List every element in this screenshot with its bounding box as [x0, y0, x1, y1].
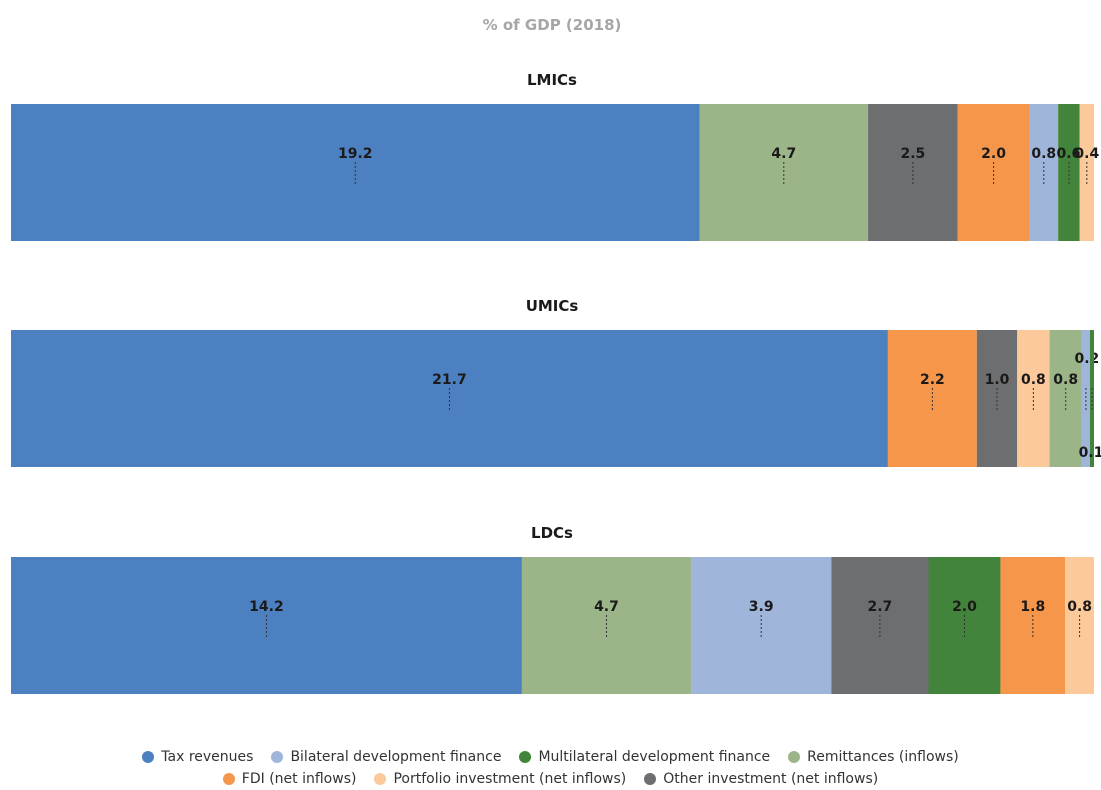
- data-label: 3.9: [749, 599, 774, 615]
- legend-item-fdi: FDI (net inflows): [222, 771, 357, 787]
- group-title: UMICs: [526, 297, 579, 315]
- legend-label: Remittances (inflows): [807, 749, 959, 765]
- legend-swatch: [788, 751, 801, 763]
- bar-segment-bilateral: [1029, 104, 1059, 241]
- bar-segment-portfolio: [1017, 330, 1050, 467]
- chart-title: % of GDP (2018): [483, 16, 622, 34]
- legend-label: Tax revenues: [161, 749, 254, 765]
- bar-group-lmics: LMICs 19.2 4.7 2.5 2.0 0.8 0.60.4: [11, 71, 1099, 241]
- bar-group-umics: UMICs 21.7 2.2 1.0 0.8 0.8 0.2 0.1: [11, 297, 1101, 467]
- data-label: 0.8: [1021, 372, 1046, 388]
- bar-segment-fdi: [887, 330, 977, 467]
- legend-label: Portfolio investment (net inflows): [393, 771, 627, 787]
- bar-segment-other: [976, 330, 1018, 467]
- data-label: 0.8: [1031, 146, 1056, 162]
- legend-label: FDI (net inflows): [241, 771, 357, 787]
- data-label: 2.0: [981, 146, 1006, 162]
- bar-segment-portfolio: [1079, 104, 1094, 241]
- legend-item-remittances: Remittances (inflows): [788, 749, 959, 765]
- data-label: 0.8: [1067, 599, 1092, 615]
- data-label: 14.2: [249, 599, 284, 615]
- bar-segment-tax: [11, 330, 888, 467]
- legend-swatch: [519, 751, 532, 763]
- data-label: 1.8: [1020, 599, 1045, 615]
- legend-label: Multilateral development finance: [538, 749, 771, 765]
- bar-segment-multilateral: [928, 557, 1001, 694]
- bar-segment-bilateral: [1081, 330, 1090, 467]
- legend-item-portfolio: Portfolio investment (net inflows): [374, 771, 626, 787]
- bar-segment-other: [868, 104, 958, 241]
- data-label: 0.1: [1079, 445, 1101, 461]
- legend-item-other: Other investment (net inflows): [644, 771, 878, 787]
- legend-swatch: [222, 773, 235, 785]
- legend-swatch: [374, 773, 387, 785]
- data-label: 0.4: [1074, 146, 1099, 162]
- data-label: 0.8: [1053, 372, 1078, 388]
- data-label: 2.7: [868, 599, 893, 615]
- legend-swatch: [142, 751, 155, 763]
- legend-item-multilateral: Multilateral development finance: [519, 749, 770, 765]
- legend: Tax revenues Bilateral development financ…: [0, 746, 1101, 790]
- bar-group-ldcs: LDCs 14.2 4.7 3.9 2.7 2.0 1.8 0.8: [11, 524, 1094, 694]
- legend-item-bilateral: Bilateral development finance: [271, 749, 501, 765]
- group-title: LMICs: [527, 71, 577, 89]
- data-label: 21.7: [432, 372, 467, 388]
- bar-segment-multilateral: [1089, 330, 1094, 467]
- bar-segment-tax: [11, 104, 700, 241]
- data-label: 2.0: [952, 599, 977, 615]
- bar-segment-portfolio: [1065, 557, 1094, 694]
- bar-segment-fdi: [1000, 557, 1066, 694]
- legend-swatch: [644, 773, 657, 785]
- data-label: 19.2: [338, 146, 373, 162]
- bar-segment-remittances: [1049, 330, 1082, 467]
- data-label: 2.2: [920, 372, 945, 388]
- bar-segment-fdi: [957, 104, 1030, 241]
- legend-row: Tax revenues Bilateral development financ…: [0, 746, 1101, 768]
- bar-segment-other: [831, 557, 929, 694]
- legend-swatch: [271, 751, 284, 763]
- data-label: 2.5: [900, 146, 925, 162]
- bar-segment-remittances: [521, 557, 692, 694]
- data-label: 0.6: [1056, 146, 1081, 162]
- bar-segment-remittances: [699, 104, 869, 241]
- data-label: 0.2: [1075, 351, 1100, 367]
- legend-item-tax: Tax revenues: [142, 749, 253, 765]
- legend-row: FDI (net inflows) Portfolio investment (n…: [0, 768, 1101, 790]
- legend-label: Bilateral development finance: [290, 749, 502, 765]
- data-label: 4.7: [594, 599, 619, 615]
- data-label: 4.7: [771, 146, 796, 162]
- legend-label: Other investment (net inflows): [663, 771, 879, 787]
- bar-segment-tax: [11, 557, 522, 694]
- bar-segment-multilateral: [1058, 104, 1080, 241]
- group-title: LDCs: [531, 524, 573, 542]
- bar-segment-bilateral: [691, 557, 832, 694]
- data-label: 1.0: [985, 372, 1010, 388]
